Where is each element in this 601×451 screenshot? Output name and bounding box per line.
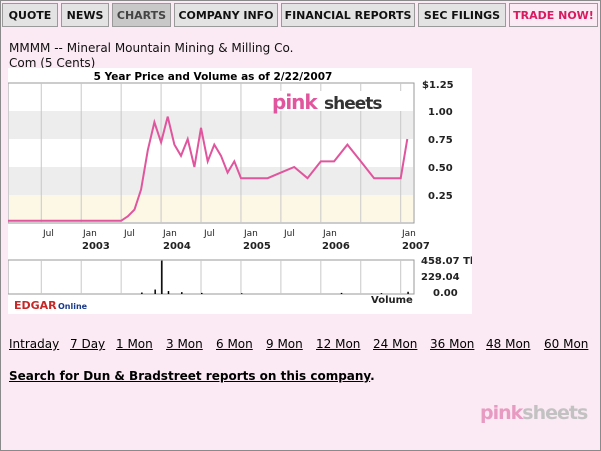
- volume-label: Volume: [371, 295, 413, 306]
- tab-charts[interactable]: CHARTS: [112, 3, 171, 27]
- x-tick-label: Jan: [82, 229, 97, 239]
- volume-bar: [141, 292, 143, 294]
- x-tick-label: Jul: [203, 229, 215, 239]
- dnb-line: Search for Dun & Bradstreet reports on t…: [9, 369, 375, 383]
- chart-logo-pink: pink: [272, 90, 318, 114]
- edgar-online-logo: Online: [58, 302, 88, 311]
- year-label: 2007: [402, 241, 430, 252]
- x-tick-label: Jan: [243, 229, 258, 239]
- volume-bar: [201, 292, 203, 294]
- company-title: MMMM -- Mineral Mountain Mining & Millin…: [9, 41, 294, 55]
- volume-bar: [161, 260, 163, 294]
- price-axis: $1.25 1.00 0.75 0.50 0.25: [422, 80, 454, 202]
- volume-bar: [167, 291, 170, 294]
- x-axis-minor: Jul Jul Jul Jul: [42, 229, 295, 239]
- price-volume-chart: 5 Year Price and Volume as of 2/22/2007 …: [7, 71, 477, 312]
- tab-quote[interactable]: QUOTE: [2, 3, 58, 27]
- chart-logo-bg: [270, 91, 410, 111]
- price-band: [9, 111, 413, 139]
- year-label: 2006: [322, 241, 350, 252]
- volume-bar: [154, 289, 156, 294]
- price-tick-label: 1.00: [428, 107, 453, 118]
- period-intraday-link[interactable]: Intraday: [9, 337, 60, 351]
- edgar-logo: EDGAR: [14, 299, 57, 312]
- tab-company-info[interactable]: COMPANY INFO: [174, 3, 278, 27]
- period-1mon-link[interactable]: 1 Mon: [116, 337, 153, 351]
- volume-bar: [340, 292, 343, 294]
- volume-tick-label: 458.07 Th: [421, 256, 472, 267]
- security-type: Com (5 Cents): [9, 56, 96, 70]
- period-6mon-link[interactable]: 6 Mon: [216, 337, 253, 351]
- price-band: [9, 195, 413, 222]
- x-tick-label: Jan: [401, 229, 416, 239]
- price-tick-label: 0.25: [428, 191, 453, 202]
- volume-tick-label: 0.00: [433, 288, 458, 299]
- volume-axis: 458.07 Th 229.04 0.00: [421, 256, 477, 299]
- price-band: [9, 167, 413, 195]
- nav-tabs: QUOTE NEWS CHARTS COMPANY INFO FINANCIAL…: [1, 1, 599, 29]
- period-24mon-link[interactable]: 24 Mon: [373, 337, 418, 351]
- period-7day-link[interactable]: 7 Day: [70, 337, 106, 351]
- chart-title: 5 Year Price and Volume as of 2/22/2007: [94, 71, 333, 83]
- dnb-suffix: .: [370, 369, 375, 383]
- chart-panel: 5 Year Price and Volume as of 2/22/2007 …: [7, 68, 477, 314]
- period-36mon-link[interactable]: 36 Mon: [430, 337, 475, 351]
- period-links: Intraday 7 Day 1 Mon 3 Mon 6 Mon 9 Mon 1…: [9, 337, 594, 353]
- x-tick-label: Jan: [162, 229, 177, 239]
- price-tick-label: 0.75: [428, 135, 453, 146]
- volume-bar: [407, 291, 409, 294]
- tab-financial-reports[interactable]: FINANCIAL REPORTS: [281, 3, 415, 27]
- x-axis-years: 2003 2004 2005 2006 2007: [82, 241, 430, 252]
- dnb-search-link[interactable]: Search for Dun & Bradstreet reports on t…: [9, 369, 371, 383]
- volume-plot-area: [7, 259, 415, 295]
- volume-bar: [181, 292, 183, 294]
- price-tick-label: 0.50: [428, 163, 453, 174]
- period-12mon-link[interactable]: 12 Mon: [316, 337, 361, 351]
- volume-bar: [380, 293, 383, 294]
- period-9mon-link[interactable]: 9 Mon: [266, 337, 303, 351]
- tab-sec-filings[interactable]: SEC FILINGS: [418, 3, 506, 27]
- year-label: 2003: [82, 241, 110, 252]
- x-tick-label: Jan: [322, 229, 337, 239]
- period-48mon-link[interactable]: 48 Mon: [486, 337, 531, 351]
- chart-logo-sheets: sheets: [324, 94, 382, 114]
- x-tick-label: Jul: [42, 229, 54, 239]
- year-label: 2005: [243, 241, 271, 252]
- x-tick-label: Jul: [283, 229, 295, 239]
- footer-logo-sheets: sheets: [522, 402, 588, 424]
- volume-bars: [141, 260, 409, 294]
- tab-trade-now[interactable]: TRADE NOW!: [509, 3, 598, 27]
- tab-news[interactable]: NEWS: [61, 3, 109, 27]
- volume-tick-label: 229.04: [421, 272, 460, 283]
- year-label: 2004: [163, 241, 191, 252]
- period-3mon-link[interactable]: 3 Mon: [166, 337, 203, 351]
- price-series-line: [8, 116, 409, 222]
- x-axis-major: Jan Jan Jan Jan Jan: [82, 229, 416, 239]
- footer-logo-pink: pink: [480, 402, 523, 424]
- footer-logo: pinksheets: [480, 402, 588, 424]
- volume-bar: [240, 293, 243, 294]
- price-tick-label: $1.25: [422, 80, 454, 91]
- period-60mon-link[interactable]: 60 Mon: [544, 337, 589, 351]
- x-tick-label: Jul: [123, 229, 135, 239]
